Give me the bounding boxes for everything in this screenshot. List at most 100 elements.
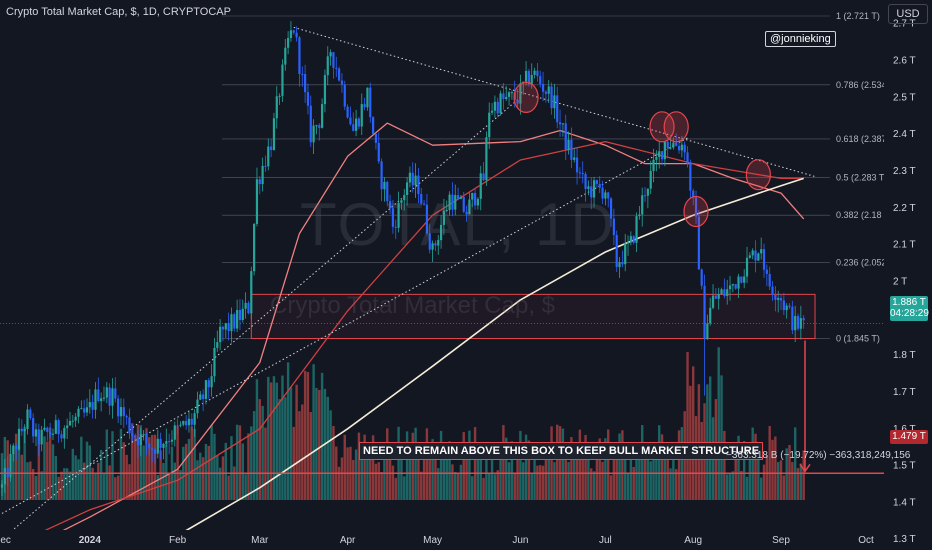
volume-bar-186	[527, 440, 531, 500]
fib-label-3: 0.5 (2.283 T)	[836, 172, 887, 182]
volume-bar-58	[165, 444, 168, 500]
volume-bar-196	[556, 424, 559, 500]
volume-bar-27	[77, 459, 80, 500]
volume-bar-270	[765, 455, 769, 500]
time-axis[interactable]: Dec 2024 Feb Mar Apr May Jun Jul Aug Sep Oct	[0, 530, 884, 550]
candle-body-46	[131, 433, 134, 437]
candle-body-102	[289, 30, 293, 39]
volume-bar-81	[230, 436, 233, 500]
volume-bar-99	[281, 375, 284, 500]
volume-bar-207	[587, 457, 590, 500]
volume-bar-210	[595, 453, 599, 500]
candle-body-265	[751, 250, 754, 256]
candle-body-11	[32, 418, 35, 437]
candle-body-196	[556, 95, 559, 123]
support-box-layer	[250, 293, 816, 340]
volume-bar-94	[267, 376, 270, 500]
candle-body-148	[420, 194, 423, 204]
candle-body-180	[510, 92, 514, 94]
volume-bar-133	[377, 462, 380, 500]
volume-bar-267	[757, 443, 760, 500]
candle-body-275	[779, 298, 783, 301]
volume-bar-68	[193, 428, 196, 500]
candle-body-267	[757, 253, 760, 261]
volume-bar-121	[343, 434, 346, 500]
candle-body-81	[230, 314, 233, 332]
volume-bar-140	[397, 426, 400, 500]
trendline-1	[1, 96, 521, 540]
volume-bar-109	[309, 412, 312, 500]
volume-bar-116	[329, 410, 332, 500]
candle-body-222	[629, 236, 632, 243]
volume-bar-101	[286, 362, 290, 500]
candle-body-60	[170, 439, 174, 442]
candle-body-87	[247, 302, 250, 314]
candle-body-258	[731, 284, 734, 286]
candle-body-75	[213, 347, 216, 377]
candle-body-53	[151, 448, 154, 450]
candle-body-189	[536, 70, 539, 77]
volume-bar-49	[139, 425, 143, 500]
support-box	[250, 293, 816, 340]
candle-body-167	[473, 192, 477, 206]
volume-bar-144	[408, 442, 412, 500]
candle-body-236	[669, 147, 672, 149]
candle-body-129	[366, 87, 369, 108]
candle-body-143	[405, 182, 409, 195]
volume-bar-161	[456, 472, 460, 500]
volume-bar-106	[301, 404, 304, 500]
chart-title[interactable]: Crypto Total Market Cap, $, 1D, CRYPTOCA…	[6, 6, 231, 18]
candle-body-221	[626, 242, 630, 244]
volume-bar-26	[74, 455, 77, 500]
y-tick-4: 1.7 T	[893, 387, 916, 398]
volume-bar-211	[598, 438, 601, 500]
candle-body-41	[117, 398, 120, 417]
y-tick-9: 2.3 T	[893, 166, 916, 177]
candle-body-237	[672, 142, 675, 148]
candle-body-243	[689, 163, 692, 191]
moving-average-1	[1, 140, 804, 550]
candle-body-68	[193, 413, 196, 425]
candle-body-194	[550, 86, 553, 109]
volume-bar-145	[411, 432, 414, 500]
fib-label-1: 0.786 (2.534	[836, 80, 887, 90]
candle-body-10	[29, 409, 32, 419]
volume-bar-34	[97, 462, 100, 500]
candle-body-149	[422, 203, 426, 205]
candle-body-92	[261, 165, 264, 185]
price-axis[interactable]: 1.3 T 1.4 T 1.5 T 1.6 T 1.7 T 1.8 T 2 T 2.1 T 2.…	[884, 0, 932, 550]
candle-body-204	[578, 172, 581, 174]
candle-body-187	[530, 74, 533, 85]
volume-bar-172	[488, 473, 491, 500]
volume-bar-282	[799, 463, 803, 500]
volume-bar-134	[380, 471, 383, 500]
volume-bar-76	[216, 455, 219, 500]
candle-body-147	[417, 175, 420, 195]
candle-body-188	[533, 70, 536, 75]
volume-bar-237	[672, 453, 675, 500]
candle-body-245	[694, 197, 698, 217]
candle-body-42	[119, 407, 123, 417]
x-tick-3: Mar	[251, 535, 269, 546]
volume-bar-91	[258, 399, 261, 500]
volume-bar-24	[68, 471, 72, 500]
volume-bar-276	[782, 475, 786, 500]
candle-body-3	[9, 453, 12, 478]
volume-bar-63	[179, 469, 182, 500]
volume-bar-247	[700, 421, 703, 500]
candle-body-248	[703, 285, 706, 340]
candle-body-21	[60, 434, 63, 439]
candle-body-45	[128, 417, 131, 434]
candle-body-112	[318, 125, 321, 128]
candle-body-82	[233, 314, 236, 329]
candle-body-213	[604, 192, 607, 199]
candle-body-165	[468, 199, 471, 215]
candle-body-200	[567, 139, 570, 150]
candle-body-6	[17, 428, 21, 450]
x-tick-10: Oct	[858, 535, 874, 546]
candle-body-36	[102, 397, 106, 399]
candle-body-262	[743, 276, 746, 283]
volume-bar-71	[201, 457, 205, 500]
currency-button[interactable]: USD	[888, 4, 928, 24]
